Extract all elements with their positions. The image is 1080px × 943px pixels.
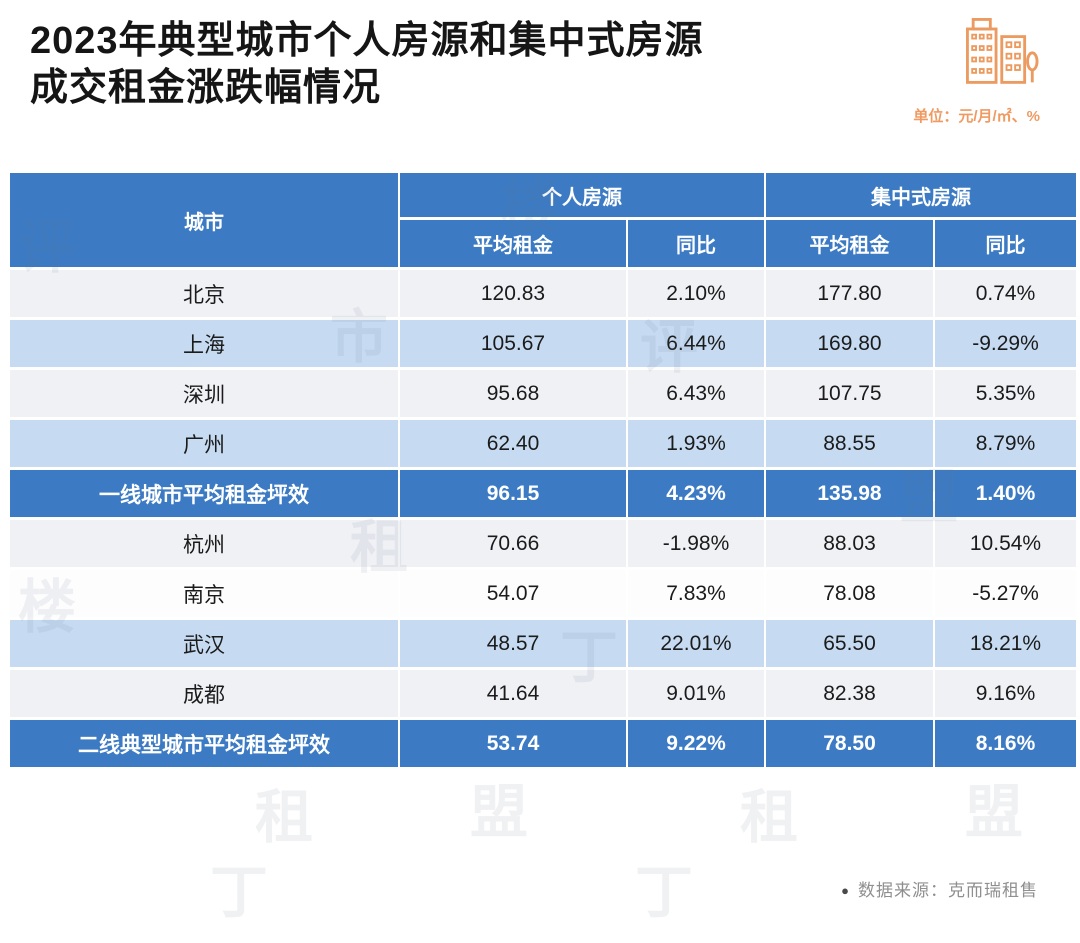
value-cell: 107.75 [766, 370, 933, 417]
value-cell: 22.01% [628, 620, 764, 667]
city-cell: 上海 [10, 320, 398, 367]
value-cell: 54.07 [400, 570, 626, 617]
city-cell: 北京 [10, 270, 398, 317]
city-cell: 广州 [10, 420, 398, 467]
header-personal-group: 个人房源 [400, 173, 764, 217]
value-cell: 10.54% [935, 520, 1076, 567]
value-cell: 70.66 [400, 520, 626, 567]
table-row-hangzhou: 杭州 70.66 -1.98% 88.03 10.54% [10, 520, 1076, 567]
value-cell: 18.21% [935, 620, 1076, 667]
watermark-char: 盟 [965, 780, 1024, 845]
value-cell: 78.50 [766, 720, 933, 767]
title-line-2: 成交租金涨跌幅情况 [30, 67, 382, 109]
table-row-tier2-summary: 二线典型城市平均租金坪效 53.74 9.22% 78.50 8.16% [10, 720, 1076, 767]
value-cell: 53.74 [400, 720, 626, 767]
watermark-char: 丁 [635, 860, 694, 925]
value-cell: 120.83 [400, 270, 626, 317]
table-header-row-groups: 城市 个人房源 集中式房源 [10, 173, 1076, 267]
city-cell: 二线典型城市平均租金坪效 [10, 720, 398, 767]
data-source-text: 数据来源：克而瑞租售 [858, 881, 1038, 900]
table-row-nanjing: 南京 54.07 7.83% 78.08 -5.27% [10, 570, 1076, 617]
value-cell: 0.74% [935, 270, 1076, 317]
watermark-char: 租 [740, 785, 799, 850]
value-cell: 5.35% [935, 370, 1076, 417]
unit-label: 单位：元/月/㎡、% [913, 108, 1040, 125]
value-cell: 95.68 [400, 370, 626, 417]
value-cell: -1.98% [628, 520, 764, 567]
value-cell: 7.83% [628, 570, 764, 617]
table-row-beijing: 北京 120.83 2.10% 177.80 0.74% [10, 270, 1076, 317]
table-row-shenzhen: 深圳 95.68 6.43% 107.75 5.35% [10, 370, 1076, 417]
value-cell: 105.67 [400, 320, 626, 367]
city-cell: 南京 [10, 570, 398, 617]
value-cell: 41.64 [400, 670, 626, 717]
value-cell: 4.23% [628, 470, 764, 517]
table-row-wuhan: 武汉 48.57 22.01% 65.50 18.21% [10, 620, 1076, 667]
value-cell: 96.15 [400, 470, 626, 517]
value-cell: 2.10% [628, 270, 764, 317]
value-cell: 6.43% [628, 370, 764, 417]
value-cell: -5.27% [935, 570, 1076, 617]
table-row-shanghai: 上海 105.67 6.44% 169.80 -9.29% [10, 320, 1076, 367]
table-row-tier1-summary: 一线城市平均租金坪效 96.15 4.23% 135.98 1.40% [10, 470, 1076, 517]
table-row-guangzhou: 广州 62.40 1.93% 88.55 8.79% [10, 420, 1076, 467]
header-city: 城市 [10, 173, 398, 267]
watermark-char: 盟 [470, 780, 529, 845]
page-title: 2023年典型城市个人房源和集中式房源 成交租金涨跌幅情况 [30, 18, 704, 112]
value-cell: 9.01% [628, 670, 764, 717]
bullet-icon: ● [841, 883, 850, 898]
header-yoy-personal: 同比 [628, 220, 764, 267]
data-source: ● 数据来源：克而瑞租售 [841, 876, 1038, 901]
building-icon [966, 18, 1039, 84]
rent-table: 城市 个人房源 集中式房源 平均租金 同比 平均租金 同比 北京 120.83 … [8, 170, 1078, 770]
value-cell: 48.57 [400, 620, 626, 667]
value-cell: 88.55 [766, 420, 933, 467]
table-row-chengdu: 成都 41.64 9.01% 82.38 9.16% [10, 670, 1076, 717]
value-cell: 78.08 [766, 570, 933, 617]
watermark-char: 租 [255, 785, 314, 850]
value-cell: 177.80 [766, 270, 933, 317]
value-cell: 1.93% [628, 420, 764, 467]
title-line-1: 2023年典型城市个人房源和集中式房源 [30, 20, 704, 62]
header-avg-rent-central: 平均租金 [766, 220, 933, 267]
value-cell: 8.79% [935, 420, 1076, 467]
watermark-char: 丁 [210, 860, 269, 925]
value-cell: 88.03 [766, 520, 933, 567]
value-cell: 8.16% [935, 720, 1076, 767]
city-cell: 深圳 [10, 370, 398, 417]
value-cell: 6.44% [628, 320, 764, 367]
value-cell: 9.22% [628, 720, 764, 767]
value-cell: 62.40 [400, 420, 626, 467]
header-central-group: 集中式房源 [766, 173, 1076, 217]
table-header-row-metrics: 平均租金 同比 平均租金 同比 [10, 220, 1076, 267]
city-cell: 成都 [10, 670, 398, 717]
value-cell: 65.50 [766, 620, 933, 667]
city-cell: 一线城市平均租金坪效 [10, 470, 398, 517]
value-cell: 1.40% [935, 470, 1076, 517]
brand-block: 单位：元/月/㎡、% [900, 8, 1040, 126]
value-cell: 82.38 [766, 670, 933, 717]
value-cell: 169.80 [766, 320, 933, 367]
header-avg-rent-personal: 平均租金 [400, 220, 626, 267]
header-yoy-central: 同比 [935, 220, 1076, 267]
value-cell: -9.29% [935, 320, 1076, 367]
city-cell: 杭州 [10, 520, 398, 567]
value-cell: 135.98 [766, 470, 933, 517]
city-cell: 武汉 [10, 620, 398, 667]
value-cell: 9.16% [935, 670, 1076, 717]
